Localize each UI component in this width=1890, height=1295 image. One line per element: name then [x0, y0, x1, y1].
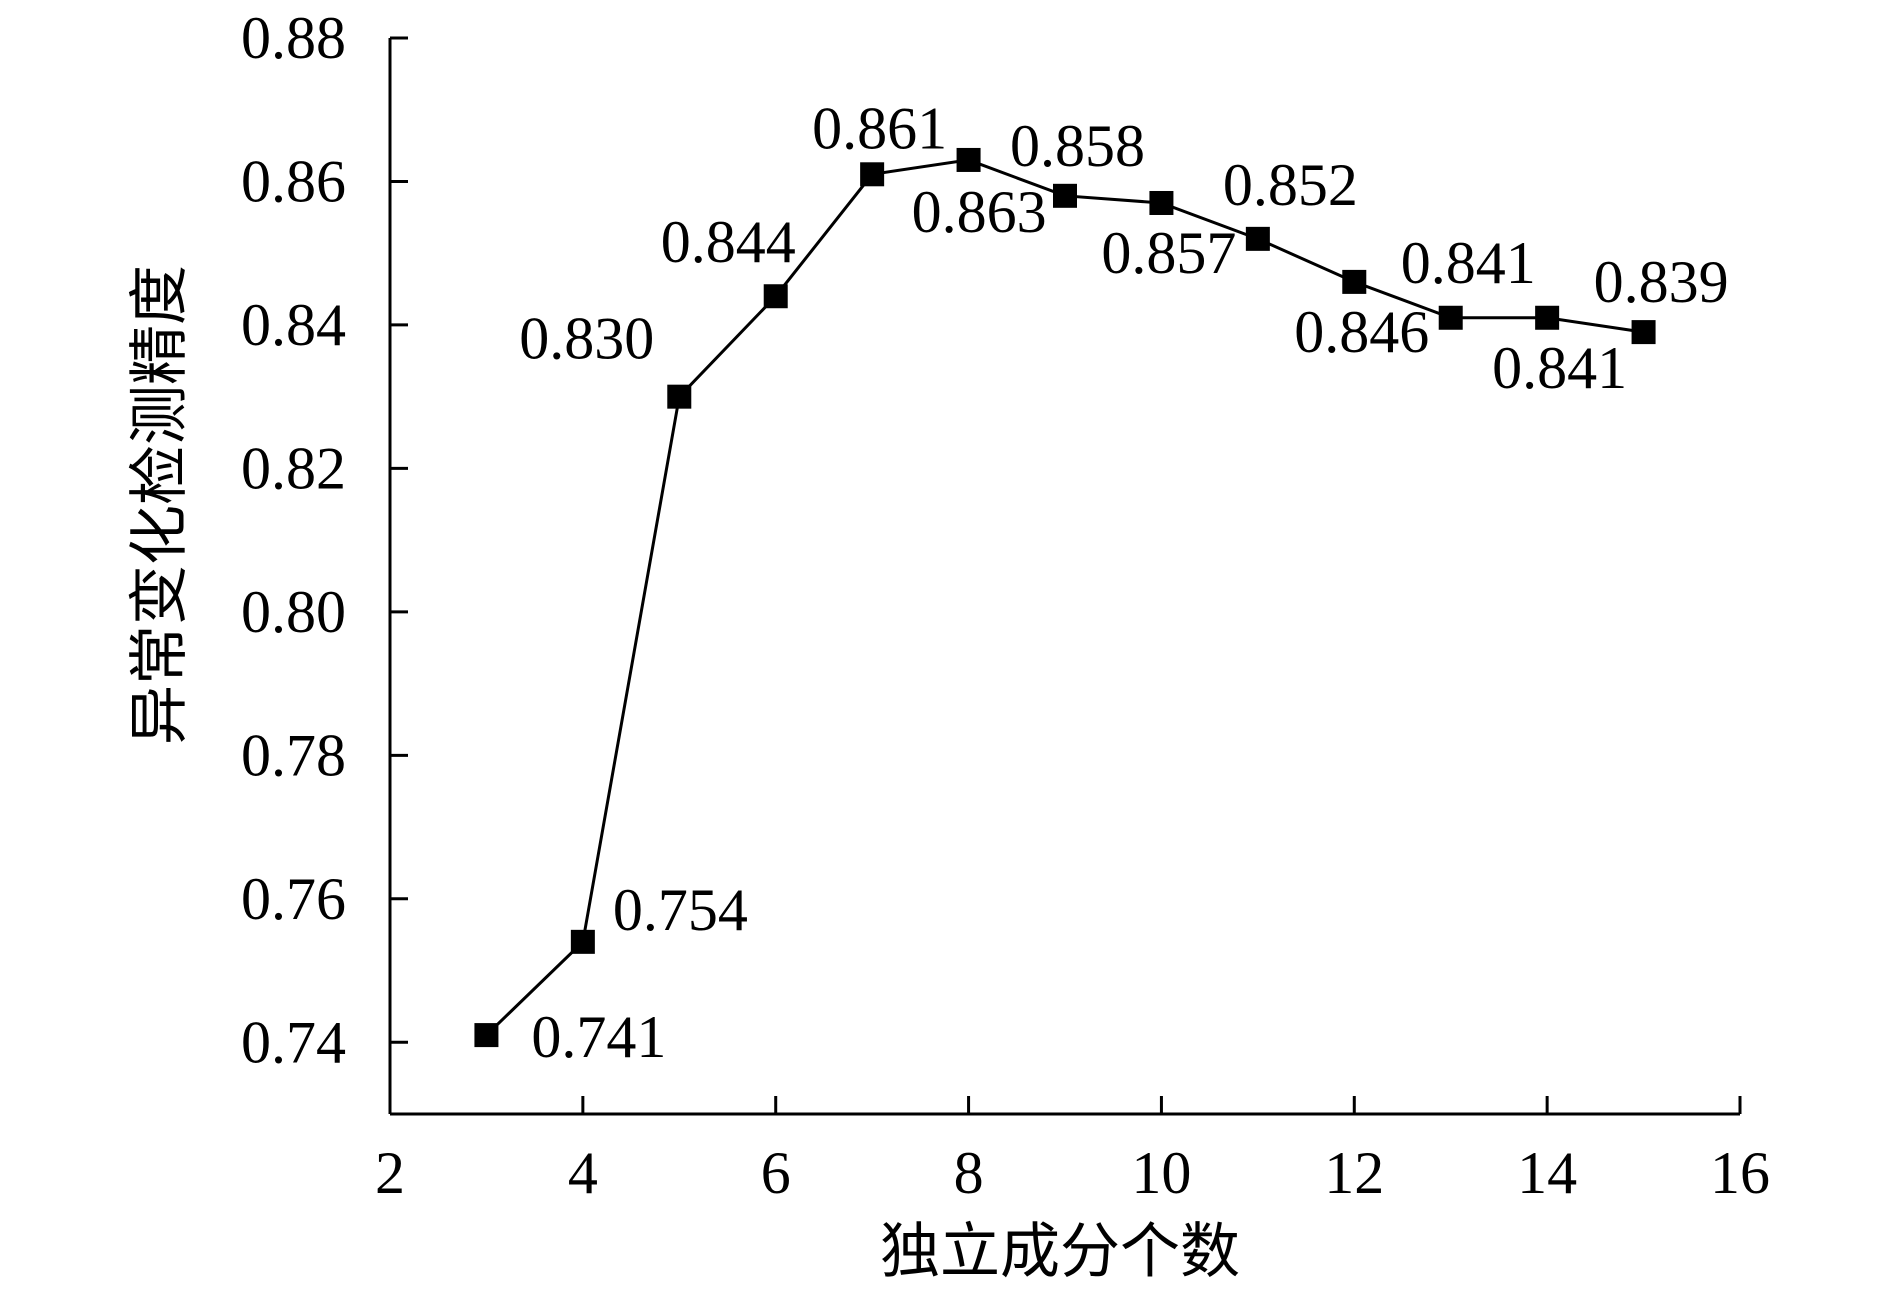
data-label: 0.844 — [661, 209, 796, 275]
data-label: 0.754 — [613, 877, 748, 943]
y-tick-label: 0.88 — [241, 5, 346, 71]
y-axis-title: 异常变化检测精度 — [127, 265, 193, 745]
x-tick-label: 2 — [375, 1140, 405, 1206]
data-label: 0.841 — [1401, 230, 1536, 296]
x-ticks: 2 4 6 8 10 12 14 16 — [375, 1096, 1770, 1206]
data-point-marker — [1438, 305, 1463, 330]
y-tick-label: 0.78 — [241, 722, 346, 788]
y-ticks: 0.74 0.76 0.78 0.80 0.82 0.84 0.86 0.88 — [241, 5, 408, 1075]
data-point-marker — [763, 284, 788, 309]
data-label: 0.857 — [1101, 220, 1236, 286]
data-point-marker — [667, 384, 692, 409]
data-label: 0.852 — [1223, 152, 1358, 218]
x-tick-label: 8 — [954, 1140, 984, 1206]
data-point-marker — [474, 1023, 499, 1048]
data-label: 0.741 — [531, 1004, 666, 1070]
y-tick-label: 0.86 — [241, 148, 346, 214]
data-point-marker — [1245, 226, 1270, 251]
x-tick-label: 14 — [1517, 1140, 1577, 1206]
data-point-marker — [860, 162, 885, 187]
data-label: 0.861 — [812, 95, 947, 161]
x-tick-label: 16 — [1710, 1140, 1770, 1206]
x-tick-label: 12 — [1324, 1140, 1384, 1206]
markers — [474, 147, 1656, 1048]
data-label: 0.858 — [1010, 113, 1145, 179]
data-label: 0.863 — [912, 179, 1047, 245]
x-tick-label: 4 — [568, 1140, 598, 1206]
y-tick-label: 0.76 — [241, 866, 346, 932]
y-tick-label: 0.84 — [241, 292, 346, 358]
y-tick-label: 0.74 — [241, 1009, 346, 1075]
y-tick-label: 0.82 — [241, 435, 346, 501]
x-tick-label: 10 — [1131, 1140, 1191, 1206]
y-tick-label: 0.80 — [241, 579, 346, 645]
data-point-marker — [1535, 305, 1560, 330]
data-point-marker — [1631, 320, 1656, 345]
data-point-marker — [1342, 269, 1367, 294]
data-point-marker — [570, 929, 595, 954]
data-label: 0.846 — [1294, 299, 1429, 365]
x-tick-label: 6 — [761, 1140, 791, 1206]
data-point-marker — [1149, 190, 1174, 215]
data-label: 0.841 — [1492, 335, 1627, 401]
data-label: 0.839 — [1594, 249, 1729, 315]
x-axis-title: 独立成分个数 — [880, 1219, 1240, 1285]
data-point-marker — [956, 147, 981, 172]
axes — [388, 38, 1740, 1116]
data-point-marker — [1053, 183, 1077, 208]
data-label: 0.830 — [519, 306, 654, 372]
